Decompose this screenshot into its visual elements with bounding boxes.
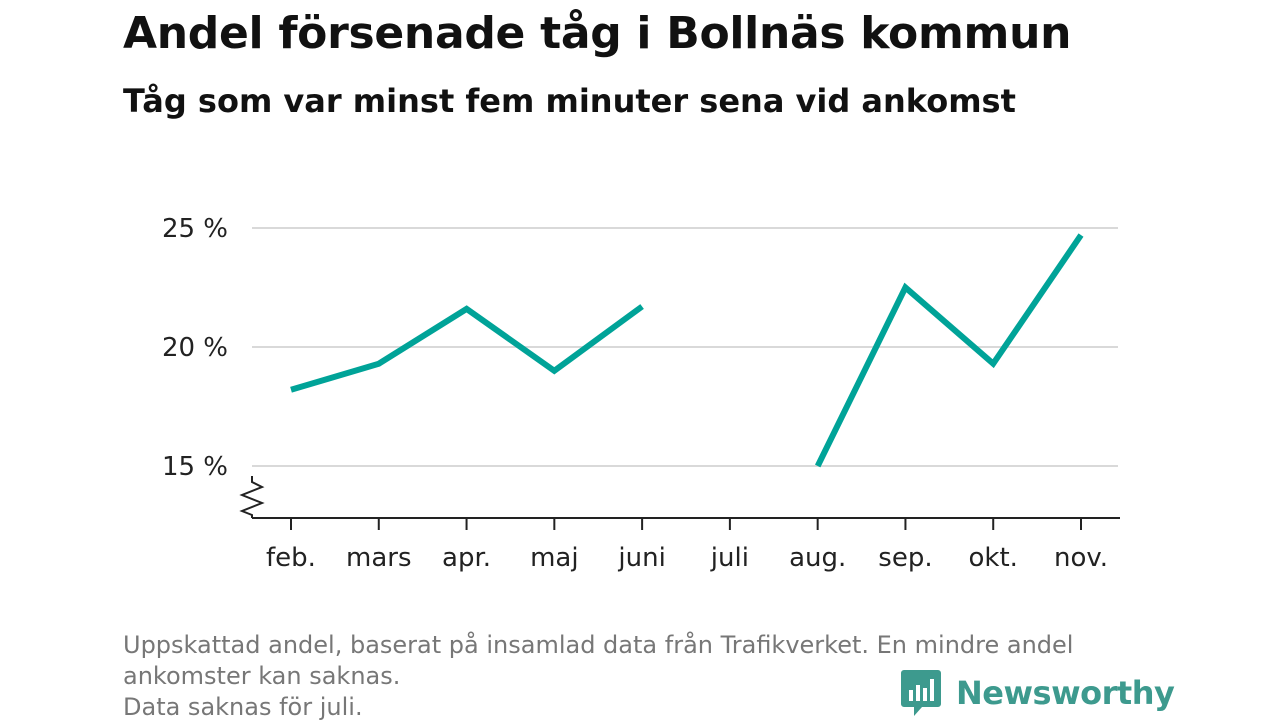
x-tick-label: apr. xyxy=(442,543,491,573)
footnote-line: Uppskattad andel, baserat på insamlad da… xyxy=(123,631,1074,659)
newsworthy-logo-icon xyxy=(901,670,941,716)
x-tick-label: juni xyxy=(617,543,665,573)
x-tick-label: mars xyxy=(346,543,412,573)
series-line xyxy=(815,233,1084,468)
line-chart: 15 % 20 % 25 % feb. mars apr. maj juni juli aug.… xyxy=(162,214,1120,573)
x-tick-label: maj xyxy=(530,543,578,573)
x-axis-ticks: feb. mars apr. maj juni juli aug. sep. okt. nov. xyxy=(266,518,1108,573)
chart-subtitle: Tåg som var minst fem minuter sena vid a… xyxy=(123,82,1016,120)
x-tick-label: nov. xyxy=(1054,543,1108,573)
footnote-line: Data saknas för juli. xyxy=(123,693,363,721)
brand-name: Newsworthy xyxy=(956,674,1175,712)
x-tick-label: aug. xyxy=(789,543,846,573)
footnote-line: ankomster kan saknas. xyxy=(123,662,401,690)
y-tick-label: 25 % xyxy=(162,214,228,244)
chart-title: Andel försenade tåg i Bollnäs kommun xyxy=(123,8,1072,59)
gridlines xyxy=(252,227,1118,467)
x-tick-label: juli xyxy=(710,543,749,573)
y-tick-label: 15 % xyxy=(162,452,228,482)
brand-logo: Newsworthy xyxy=(900,668,1175,718)
y-axis-ticks: 15 % 20 % 25 % xyxy=(162,214,228,482)
x-tick-label: okt. xyxy=(969,543,1018,573)
footnote: Uppskattad andel, baserat på insamlad da… xyxy=(123,630,1153,723)
y-tick-label: 20 % xyxy=(162,333,228,363)
x-axis xyxy=(239,476,1120,519)
x-tick-label: sep. xyxy=(878,543,932,573)
x-tick-label: feb. xyxy=(266,543,316,573)
series-lines xyxy=(290,233,1084,468)
series-line xyxy=(290,304,644,393)
axis-break-icon xyxy=(239,476,265,518)
